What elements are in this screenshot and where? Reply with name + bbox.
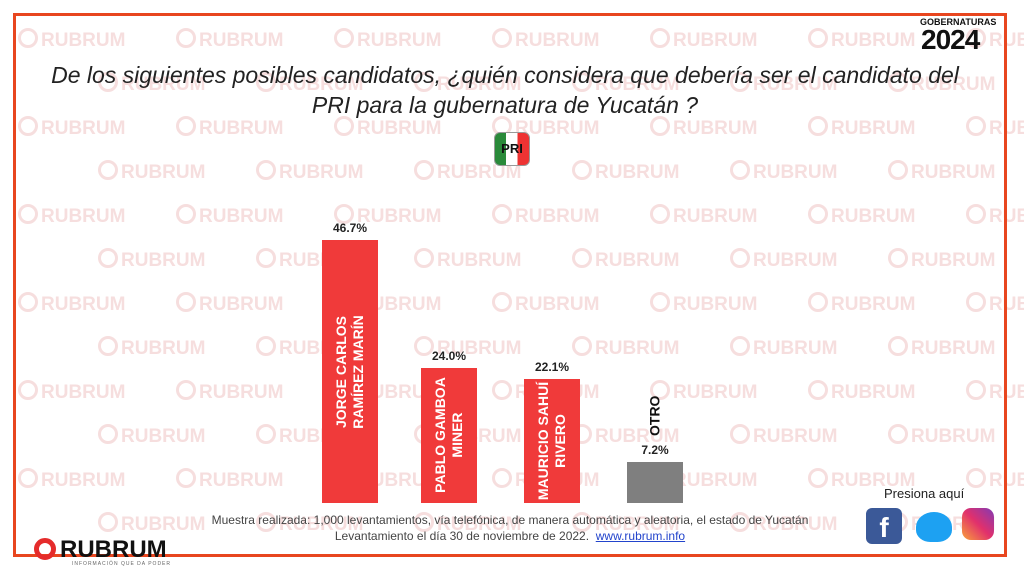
value-label: 7.2% <box>641 443 669 458</box>
watermark: RUBRUM <box>334 380 441 404</box>
value-label: 24.0% <box>431 348 467 363</box>
watermark: RUBRUM <box>98 160 205 184</box>
value-label: 46.7% <box>332 221 368 236</box>
watermark: RUBRUM <box>18 380 125 404</box>
watermark: RUBRUM <box>176 28 283 52</box>
watermark: RUBRUM <box>334 292 441 316</box>
watermark: RUBRUM <box>414 160 521 184</box>
watermark: RUBRUM <box>98 424 205 448</box>
watermark: RUBRUM <box>176 468 283 492</box>
footer: Muestra realizada: 1,000 levantamientos,… <box>150 512 870 544</box>
watermark: RUBRUM <box>730 512 837 536</box>
watermark: RUBRUM <box>98 512 205 536</box>
watermark: RUBRUM <box>334 204 441 228</box>
twitter-icon[interactable] <box>916 512 952 542</box>
bar <box>627 462 683 503</box>
watermark: RUBRUM <box>572 160 679 184</box>
watermark: RUBRUM <box>888 160 995 184</box>
footer-date: Levantamiento el día 30 de noviembre de … <box>334 529 590 543</box>
watermark: RUBRUM <box>176 292 283 316</box>
watermark: RUBRUM <box>888 424 995 448</box>
watermark: RUBRUM <box>888 336 995 360</box>
watermark: RUBRUM <box>256 72 363 96</box>
bar <box>322 240 378 503</box>
chart-title: De los siguientes posibles candidatos, ¿… <box>51 62 959 118</box>
social-prompt: Presiona aquí <box>884 486 965 501</box>
value-label: 22.1% <box>534 359 570 374</box>
footer-line: Levantamiento el día 30 de noviembre de … <box>150 528 870 544</box>
watermark: RUBRUM <box>18 204 125 228</box>
watermark: RUBRUM <box>730 72 837 96</box>
watermark: RUBRUM <box>18 468 125 492</box>
brand: RUBRUM <box>60 536 167 563</box>
watermark: RUBRUM <box>256 512 363 536</box>
watermark: RUBRUM <box>98 248 205 272</box>
watermark: RUBRUM <box>650 468 757 492</box>
brand-mark <box>34 538 56 560</box>
watermark: RUBRUM <box>730 424 837 448</box>
watermark: RUBRUM <box>572 512 679 536</box>
watermark: RUBRUM <box>256 160 363 184</box>
watermark: RUBRUM <box>650 380 757 404</box>
footer-link[interactable]: www.rubrum.info <box>595 529 686 543</box>
watermark: RUBRUM <box>650 116 757 140</box>
watermark: RUBRUM <box>730 160 837 184</box>
watermark: RUBRUM <box>334 468 441 492</box>
watermark: RUBRUM <box>414 512 521 536</box>
watermark: RUBRUM <box>98 336 205 360</box>
footer-note: Muestra realizada: 1,000 levantamientos,… <box>211 513 809 527</box>
watermark: RUBRUM <box>650 28 757 52</box>
bar <box>421 367 477 503</box>
watermark: RUBRUM <box>572 424 679 448</box>
watermark: RUBRUM <box>492 204 599 228</box>
watermark: RUBRUM <box>18 292 125 316</box>
watermark: RUBRUM <box>888 248 995 272</box>
badge-year: 2024 <box>921 24 980 55</box>
badge-top: GOBERNATURAS <box>920 17 997 27</box>
category-label: JORGE CARLOS RAMÍREZ MARÍN <box>333 314 366 429</box>
watermark: RUBRUM <box>808 380 915 404</box>
watermark: RUBRUM <box>808 116 915 140</box>
watermark: RUBRUM <box>650 204 757 228</box>
watermark: RUBRUM <box>414 336 521 360</box>
watermark: RUBRUM <box>414 72 521 96</box>
watermark: RUBRUM <box>808 28 915 52</box>
facebook-icon[interactable]: f <box>866 508 902 544</box>
watermark: RUBRUM <box>414 248 521 272</box>
watermark: RUBRUM <box>18 28 125 52</box>
watermark: RUBRUM <box>730 248 837 272</box>
watermark: RUBRUM <box>808 468 915 492</box>
category-label: OTRO <box>646 396 663 437</box>
brand-tagline: INFORMACIÓN QUE DA PODER <box>72 561 172 567</box>
watermark: RUBRUM <box>334 28 441 52</box>
watermark: RUBRUM <box>572 248 679 272</box>
watermark: RUBRUM <box>98 72 205 96</box>
watermark: RUBRUM <box>650 292 757 316</box>
watermark: RUBRUM <box>492 28 599 52</box>
watermark: RUBRUM <box>730 336 837 360</box>
instagram-icon[interactable] <box>962 508 994 540</box>
watermark: RUBRUM <box>492 292 599 316</box>
watermark: RUBRUM <box>808 204 915 228</box>
watermark: RUBRUM <box>176 204 283 228</box>
watermark: RUBRUM <box>808 292 915 316</box>
watermark: RUBRUM <box>18 116 125 140</box>
watermark: RUBRUM <box>176 380 283 404</box>
category-label: MAURICIO SAHUÍ RIVERO <box>535 381 568 500</box>
watermark: RUBRUM <box>492 116 599 140</box>
watermark: RUBRUM <box>334 116 441 140</box>
bar <box>524 378 580 503</box>
watermark: RUBRUM <box>572 72 679 96</box>
category-label: PABLO GAMBOA MINER <box>432 377 465 494</box>
party-logo: PRI <box>494 132 530 166</box>
watermark: RUBRUM <box>572 336 679 360</box>
frame <box>13 13 1007 557</box>
watermark: RUBRUM <box>888 72 995 96</box>
watermark: RUBRUM <box>176 116 283 140</box>
